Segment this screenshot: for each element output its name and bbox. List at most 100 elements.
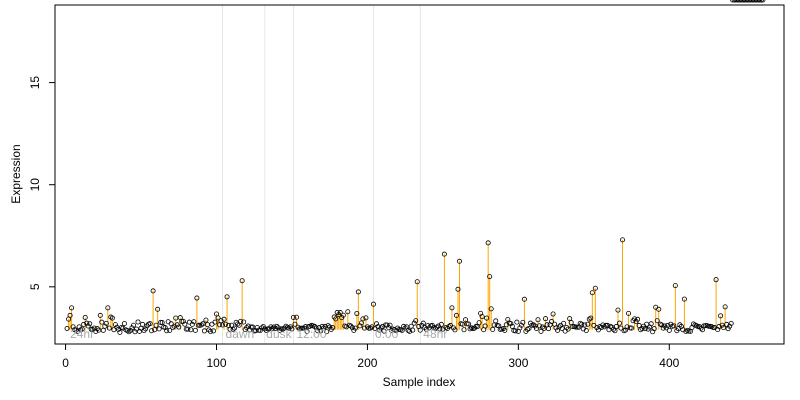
- data-point-250: [441, 251, 447, 257]
- data-point-63: [159, 320, 165, 326]
- data-point-67: [165, 319, 171, 325]
- data-point-10: [79, 326, 85, 332]
- data-point-341: [579, 321, 585, 327]
- data-point-100: [215, 315, 221, 321]
- data-point-392: [656, 306, 662, 312]
- data-point-420: [698, 325, 704, 331]
- data-point-105: [223, 321, 229, 327]
- data-point-77: [180, 318, 186, 324]
- data-point-106: [224, 294, 230, 300]
- data-point-165: [313, 325, 319, 331]
- data-point-230: [411, 320, 417, 326]
- data-point-257: [452, 327, 458, 333]
- data-point-116: [239, 278, 245, 284]
- data-point-76: [179, 318, 185, 324]
- data-point-169: [319, 323, 325, 329]
- data-point-306: [526, 325, 532, 331]
- data-point-374: [629, 325, 635, 331]
- data-point-102: [218, 318, 224, 324]
- data-point-28: [106, 325, 112, 331]
- data-point-389: [651, 326, 657, 332]
- data-point-51: [141, 328, 147, 334]
- data-point-11: [81, 321, 87, 327]
- data-point-281: [488, 306, 494, 312]
- data-point-90: [200, 321, 206, 327]
- data-point-157: [301, 325, 307, 331]
- data-point-26: [103, 320, 109, 326]
- data-point-3: [69, 305, 75, 311]
- data-point-84: [191, 319, 197, 325]
- data-point-440: [728, 320, 734, 326]
- data-point-168: [318, 328, 324, 334]
- data-point-71: [171, 323, 177, 329]
- data-point-115: [238, 318, 244, 324]
- data-point-60: [155, 306, 161, 312]
- x-tick-label-1: 100: [206, 356, 226, 370]
- data-point-188: [348, 323, 354, 329]
- x-tick-label-4: 400: [659, 356, 679, 370]
- data-point-95: [207, 329, 213, 335]
- data-point-338: [574, 324, 580, 330]
- data-point-56: [149, 328, 155, 334]
- data-point-350: [592, 285, 598, 291]
- data-point-59: [153, 322, 159, 328]
- data-point-15: [87, 321, 93, 327]
- data-point-428: [710, 324, 716, 330]
- data-point-0: [64, 325, 70, 331]
- data-point-92: [203, 317, 209, 323]
- data-point-419: [696, 324, 702, 330]
- data-point-280: [487, 274, 493, 280]
- data-point-403: [672, 283, 678, 289]
- data-point-362: [610, 326, 616, 332]
- y-tick-label-2: 15: [28, 76, 42, 90]
- data-point-347: [588, 315, 594, 321]
- data-point-191: [352, 325, 358, 331]
- data-point-112: [233, 319, 239, 325]
- data-point-397: [663, 325, 669, 331]
- data-point-438: [725, 326, 731, 332]
- data-point-141: [277, 327, 283, 333]
- data-point-301: [518, 322, 524, 328]
- data-point-253: [446, 324, 452, 330]
- data-point-147: [286, 325, 292, 331]
- data-point-117: [241, 319, 247, 325]
- data-point-294: [508, 321, 514, 327]
- data-point-364: [613, 323, 619, 329]
- y-axis: 5 10 15: [28, 76, 56, 290]
- data-point-409: [681, 296, 687, 302]
- data-point-189: [349, 325, 355, 331]
- data-point-321: [549, 319, 555, 325]
- data-point-273: [476, 320, 482, 326]
- data-point-436: [722, 304, 728, 310]
- data-point-13: [84, 320, 90, 326]
- data-point-313: [536, 323, 542, 329]
- data-point-203: [370, 301, 376, 307]
- data-point-25: [102, 323, 108, 329]
- data-point-263: [461, 327, 467, 333]
- data-point-329: [561, 320, 567, 326]
- data-point-172: [324, 329, 330, 335]
- data-point-50: [140, 321, 146, 327]
- data-point-61: [156, 326, 162, 332]
- data-point-460: [758, 0, 764, 3]
- data-point-231: [413, 318, 419, 324]
- data-point-174: [327, 324, 333, 330]
- data-point-282: [490, 327, 496, 333]
- data-point-277: [482, 323, 488, 329]
- data-point-104: [221, 316, 227, 322]
- data-point-23: [99, 319, 105, 325]
- data-point-275: [479, 314, 485, 320]
- data-point-335: [570, 324, 576, 330]
- data-point-459: [757, 0, 763, 3]
- data-point-186: [345, 309, 351, 315]
- data-point-194: [357, 323, 363, 329]
- data-point-232: [414, 279, 420, 285]
- y-tick-label-0: 5: [28, 283, 42, 290]
- data-point-357: [603, 322, 609, 328]
- data-point-136: [269, 326, 275, 332]
- data-point-22: [97, 312, 103, 318]
- data-point-96: [209, 321, 215, 327]
- data-point-289: [500, 326, 506, 332]
- data-point-387: [648, 321, 654, 327]
